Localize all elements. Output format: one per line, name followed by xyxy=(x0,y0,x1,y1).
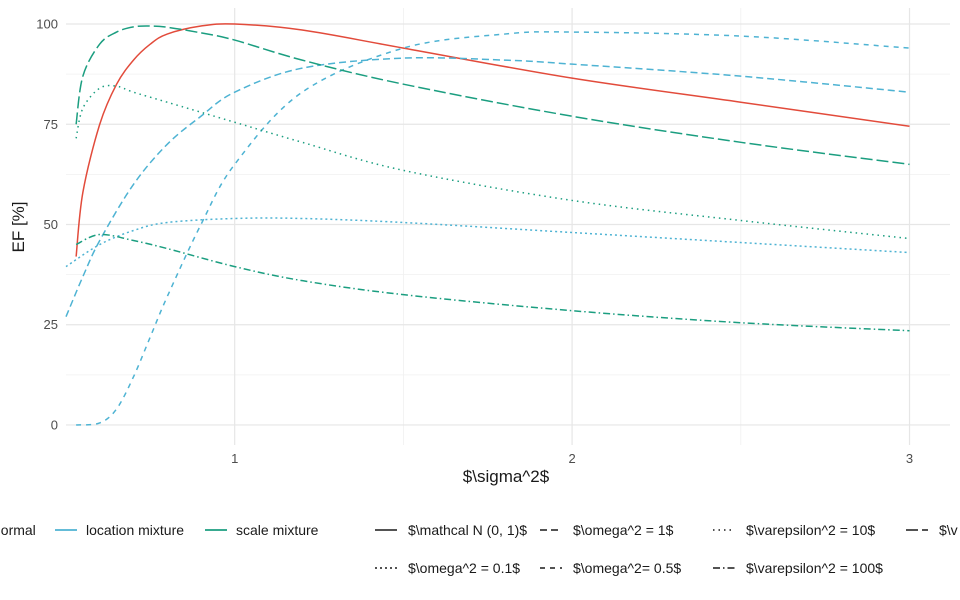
tick-labels: 1 2 3 0 25 50 75 100 xyxy=(36,17,913,466)
series-lines xyxy=(65,23,910,426)
y-tick-label: 50 xyxy=(44,217,58,232)
legend-label-linetype: $\omega^2 = 1$ xyxy=(573,522,674,538)
y-axis-title: EF [%] xyxy=(9,201,28,252)
legend-label-linetype: $\mathcal N (0, 1)$ xyxy=(408,522,527,538)
x-axis-title: $\sigma^2$ xyxy=(463,467,550,486)
x-tick-label: 1 xyxy=(231,451,238,466)
series-line-7 xyxy=(75,25,910,166)
legend-label-linetype: $\omega^2 = 0.1$ xyxy=(408,560,520,576)
y-tick-label: 100 xyxy=(36,17,58,32)
series-line-5 xyxy=(75,84,910,240)
legend: normal location mixture scale mixture $\mat… xyxy=(0,522,958,576)
y-tick-label: 25 xyxy=(44,317,58,332)
series-line-2 xyxy=(65,56,910,317)
legend-label-linetype: $\varepsilon^2 = 10$ xyxy=(746,522,875,538)
series-line-4 xyxy=(76,31,910,426)
legend-label-linetype: $\varepsilon^2 = 100$ xyxy=(746,560,883,576)
legend-label-colour: scale mixture xyxy=(236,522,319,538)
y-tick-label: 0 xyxy=(51,417,58,432)
legend-label-colour: normal xyxy=(0,522,36,538)
legend-label-linetype: $\v xyxy=(939,522,958,538)
series-line-1 xyxy=(75,23,910,257)
x-tick-label: 3 xyxy=(906,451,913,466)
series-line-6 xyxy=(75,233,910,332)
legend-label-linetype: $\omega^2= 0.5$ xyxy=(573,560,681,576)
x-tick-label: 2 xyxy=(568,451,575,466)
y-tick-label: 75 xyxy=(44,117,58,132)
legend-label-colour: location mixture xyxy=(86,522,184,538)
grid-lines xyxy=(66,8,950,445)
series-line-3 xyxy=(65,217,910,268)
